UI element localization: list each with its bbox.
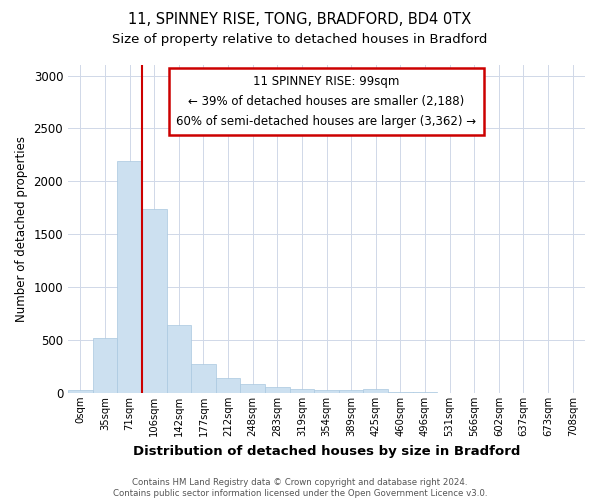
Bar bbox=[216, 378, 241, 393]
Bar bbox=[167, 326, 191, 393]
X-axis label: Distribution of detached houses by size in Bradford: Distribution of detached houses by size … bbox=[133, 444, 520, 458]
Text: Size of property relative to detached houses in Bradford: Size of property relative to detached ho… bbox=[112, 32, 488, 46]
Bar bbox=[364, 390, 388, 393]
Text: Contains HM Land Registry data © Crown copyright and database right 2024.
Contai: Contains HM Land Registry data © Crown c… bbox=[113, 478, 487, 498]
Y-axis label: Number of detached properties: Number of detached properties bbox=[15, 136, 28, 322]
Bar bbox=[142, 209, 167, 393]
Bar bbox=[92, 338, 117, 393]
Bar bbox=[117, 162, 142, 393]
Bar bbox=[265, 387, 290, 393]
Bar bbox=[68, 390, 92, 393]
Text: 11, SPINNEY RISE, TONG, BRADFORD, BD4 0TX: 11, SPINNEY RISE, TONG, BRADFORD, BD4 0T… bbox=[128, 12, 472, 28]
Bar bbox=[241, 384, 265, 393]
Bar bbox=[339, 390, 364, 393]
Bar bbox=[290, 389, 314, 393]
Text: 11 SPINNEY RISE: 99sqm
← 39% of detached houses are smaller (2,188)
60% of semi-: 11 SPINNEY RISE: 99sqm ← 39% of detached… bbox=[176, 75, 476, 128]
Bar bbox=[191, 364, 216, 393]
Bar bbox=[388, 392, 413, 393]
Bar bbox=[413, 392, 437, 393]
Bar bbox=[314, 390, 339, 393]
